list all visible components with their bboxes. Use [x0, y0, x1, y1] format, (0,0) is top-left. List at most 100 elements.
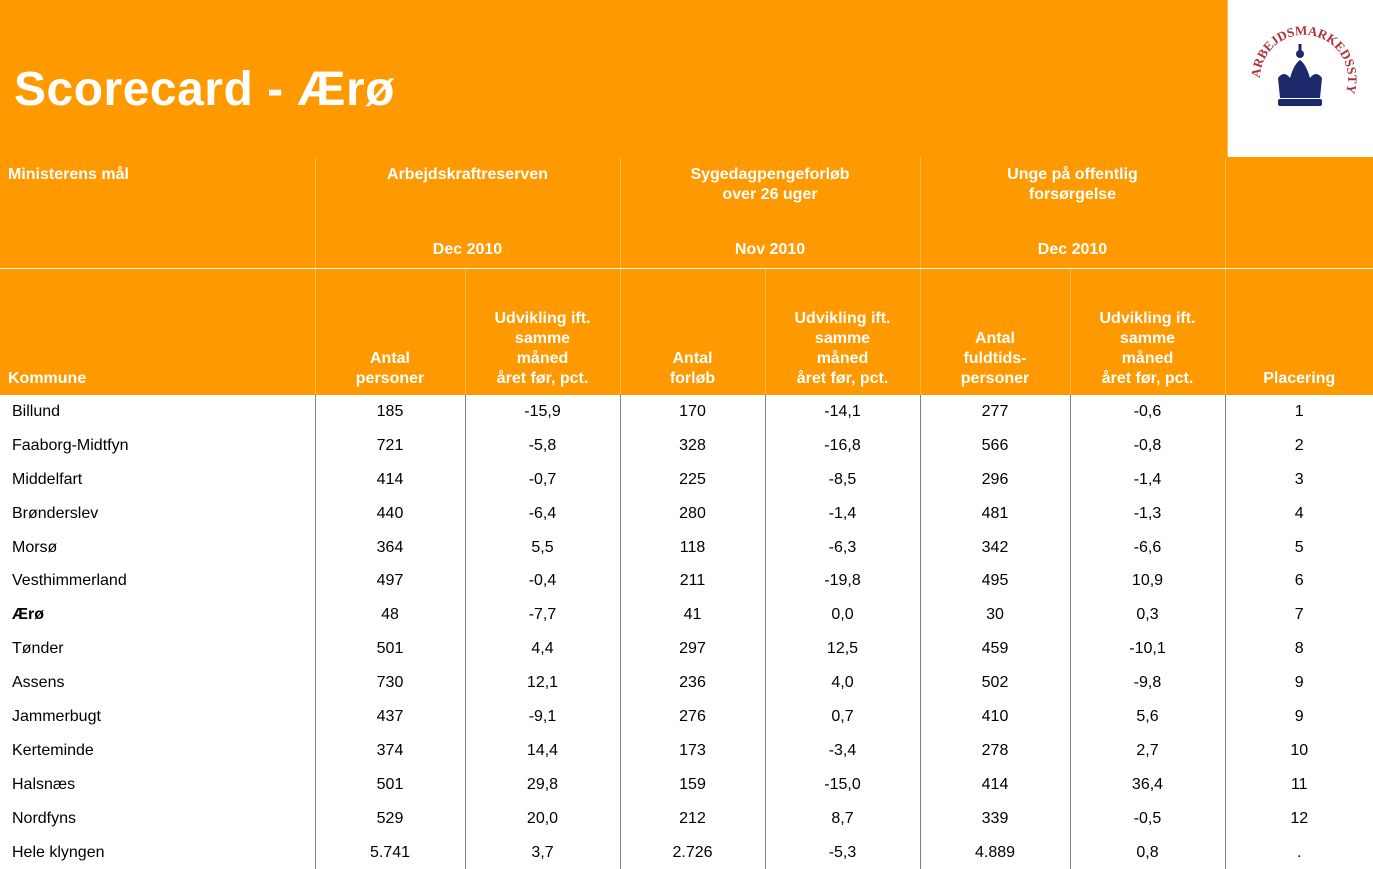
table-cell: -6,6	[1069, 530, 1225, 565]
crown	[1278, 44, 1322, 106]
table-cell: -5,3	[764, 835, 920, 869]
table-cell: -15,9	[464, 395, 620, 429]
column-header: Antal fuldtids-personer	[919, 268, 1070, 395]
table-cell: 8,7	[764, 801, 920, 836]
group-header: Arbejdskraftreserven Dec 2010	[314, 157, 620, 269]
title-banner: Scorecard - Ærø	[0, 0, 1228, 157]
table-cell: 36,4	[1069, 767, 1225, 802]
column-header: Placering	[1224, 268, 1373, 395]
table-cell: 212	[619, 801, 765, 836]
table-cell: 4.889	[919, 835, 1070, 869]
table-cell: -6,4	[464, 496, 620, 531]
table-cell: Assens	[12, 674, 65, 692]
table-cell: 2.726	[619, 835, 765, 869]
header-line: Udvikling ift.	[1099, 310, 1196, 327]
header-line: Udvikling ift.	[494, 310, 591, 327]
group-box: Unge på offentlig forsørgelse Dec 2010	[929, 157, 1217, 260]
table-cell: 1	[1224, 395, 1373, 429]
table-cell: 440	[314, 496, 465, 531]
table-cell: 730	[314, 666, 465, 701]
header-line: over 26 uger	[722, 186, 818, 203]
group-period: Dec 2010	[324, 240, 612, 260]
header-line: fuldtids-	[963, 350, 1027, 367]
table-cell: 11	[1224, 767, 1373, 802]
table-cell: -5,8	[464, 428, 620, 463]
table-row: Middelfart 414 -0,7 225 -8,5 296 -1,4 3	[0, 462, 1373, 497]
table-cell: Halsnæs	[12, 775, 76, 793]
table-cell: 297	[619, 632, 765, 667]
group-title: Sygedagpengeforløb over 26 uger	[629, 165, 912, 205]
table-cell: 173	[619, 733, 765, 768]
table-cell: 4,4	[464, 632, 620, 667]
table-row: Halsnæs 501 29,8 159 -15,0 414 36,4 11	[0, 767, 1373, 802]
table-cell: -16,8	[764, 428, 920, 463]
table-cell: -0,6	[1069, 395, 1225, 429]
header-line: måned	[816, 350, 869, 367]
column-header: Udvikling ift. samme måned året før, pct.	[464, 268, 620, 395]
table-cell: 3,7	[464, 835, 620, 869]
table-cell: 9	[1224, 666, 1373, 701]
column-header: Udvikling ift. samme måned året før, pct.	[1069, 268, 1225, 395]
table-cell: 374	[314, 733, 465, 768]
table-cell: 437	[314, 700, 465, 734]
table-row: Nordfyns 529 20,0 212 8,7 339 -0,5 12	[0, 801, 1373, 836]
header-line: Antal	[672, 350, 713, 367]
table-cell: 30	[919, 598, 1070, 633]
table-cell: -10,1	[1069, 632, 1225, 667]
table-row: Morsø 364 5,5 118 -6,3 342 -6,6 5	[0, 530, 1373, 565]
table-cell: 185	[314, 395, 465, 429]
table-cell: -0,8	[1069, 428, 1225, 463]
table-row: Faaborg-Midtfyn 721 -5,8 328 -16,8 566 -0,8 2	[0, 428, 1373, 463]
table-cell: -14,1	[764, 395, 920, 429]
group-header: Sygedagpengeforløb over 26 uger Nov 2010	[619, 157, 920, 269]
table-cell: -1,4	[764, 496, 920, 531]
table-cell: Vesthimmerland	[12, 572, 127, 590]
table-cell: 278	[919, 733, 1070, 768]
period: Dec 2010	[1037, 241, 1108, 258]
table-row: Assens 730 12,1 236 4,0 502 -9,8 9	[0, 666, 1373, 701]
table-cell: -9,1	[464, 700, 620, 734]
group-box: Arbejdskraftreserven Dec 2010	[324, 157, 612, 260]
group-box	[1234, 157, 1366, 260]
header-line: personer	[960, 370, 1030, 387]
table-cell: 10,9	[1069, 564, 1225, 599]
group-period: Nov 2010	[629, 240, 912, 260]
table-cell: -0,4	[464, 564, 620, 599]
table-row: Hele klyngen 5.741 3,7 2.726 -5,3 4.889 0,8.	[0, 835, 1373, 869]
period: Nov 2010	[734, 241, 806, 258]
table-cell: 501	[314, 767, 465, 802]
table-cell: 12	[1224, 801, 1373, 836]
table-cell: Kerteminde	[12, 741, 94, 759]
group-title: Arbejdskraftreserven	[324, 165, 612, 185]
header-line: Udvikling ift.	[794, 310, 891, 327]
table-cell: 7	[1224, 598, 1373, 633]
table-cell: 414	[919, 767, 1070, 802]
column-header: Antal personer	[314, 268, 465, 395]
column-header: Antal forløb	[619, 268, 765, 395]
table-cell: 211	[619, 564, 765, 599]
table-cell: 280	[619, 496, 765, 531]
table-cell: 0,7	[764, 700, 920, 734]
header-line: året før, pct.	[1101, 370, 1194, 387]
table-cell: .	[1224, 835, 1373, 869]
table-cell: 9	[1224, 700, 1373, 734]
header-line: året før, pct.	[796, 370, 889, 387]
table-cell: Billund	[12, 402, 61, 420]
header-line: måned	[516, 350, 569, 367]
header-line: samme	[814, 330, 871, 347]
table-cell: 118	[619, 530, 765, 565]
table-cell: -15,0	[764, 767, 920, 802]
table-cell: 296	[919, 462, 1070, 497]
table-row: Jammerbugt 437 -9,1 276 0,7 410 5,6 9	[0, 700, 1373, 734]
table-cell: 0,0	[764, 598, 920, 633]
header-line: Arbejdskraftreserven	[387, 166, 548, 183]
page-title: Scorecard - Ærø	[14, 63, 395, 116]
header-line: Antal	[975, 330, 1015, 347]
table-row: Kerteminde 374 14,4 173 -3,4 278 2,7 10	[0, 733, 1373, 768]
table-cell: 4,0	[764, 666, 920, 701]
table-cell: -7,7	[464, 598, 620, 633]
table-cell: 6	[1224, 564, 1373, 599]
table-cell: 277	[919, 395, 1070, 429]
table-cell: -3,4	[764, 733, 920, 768]
